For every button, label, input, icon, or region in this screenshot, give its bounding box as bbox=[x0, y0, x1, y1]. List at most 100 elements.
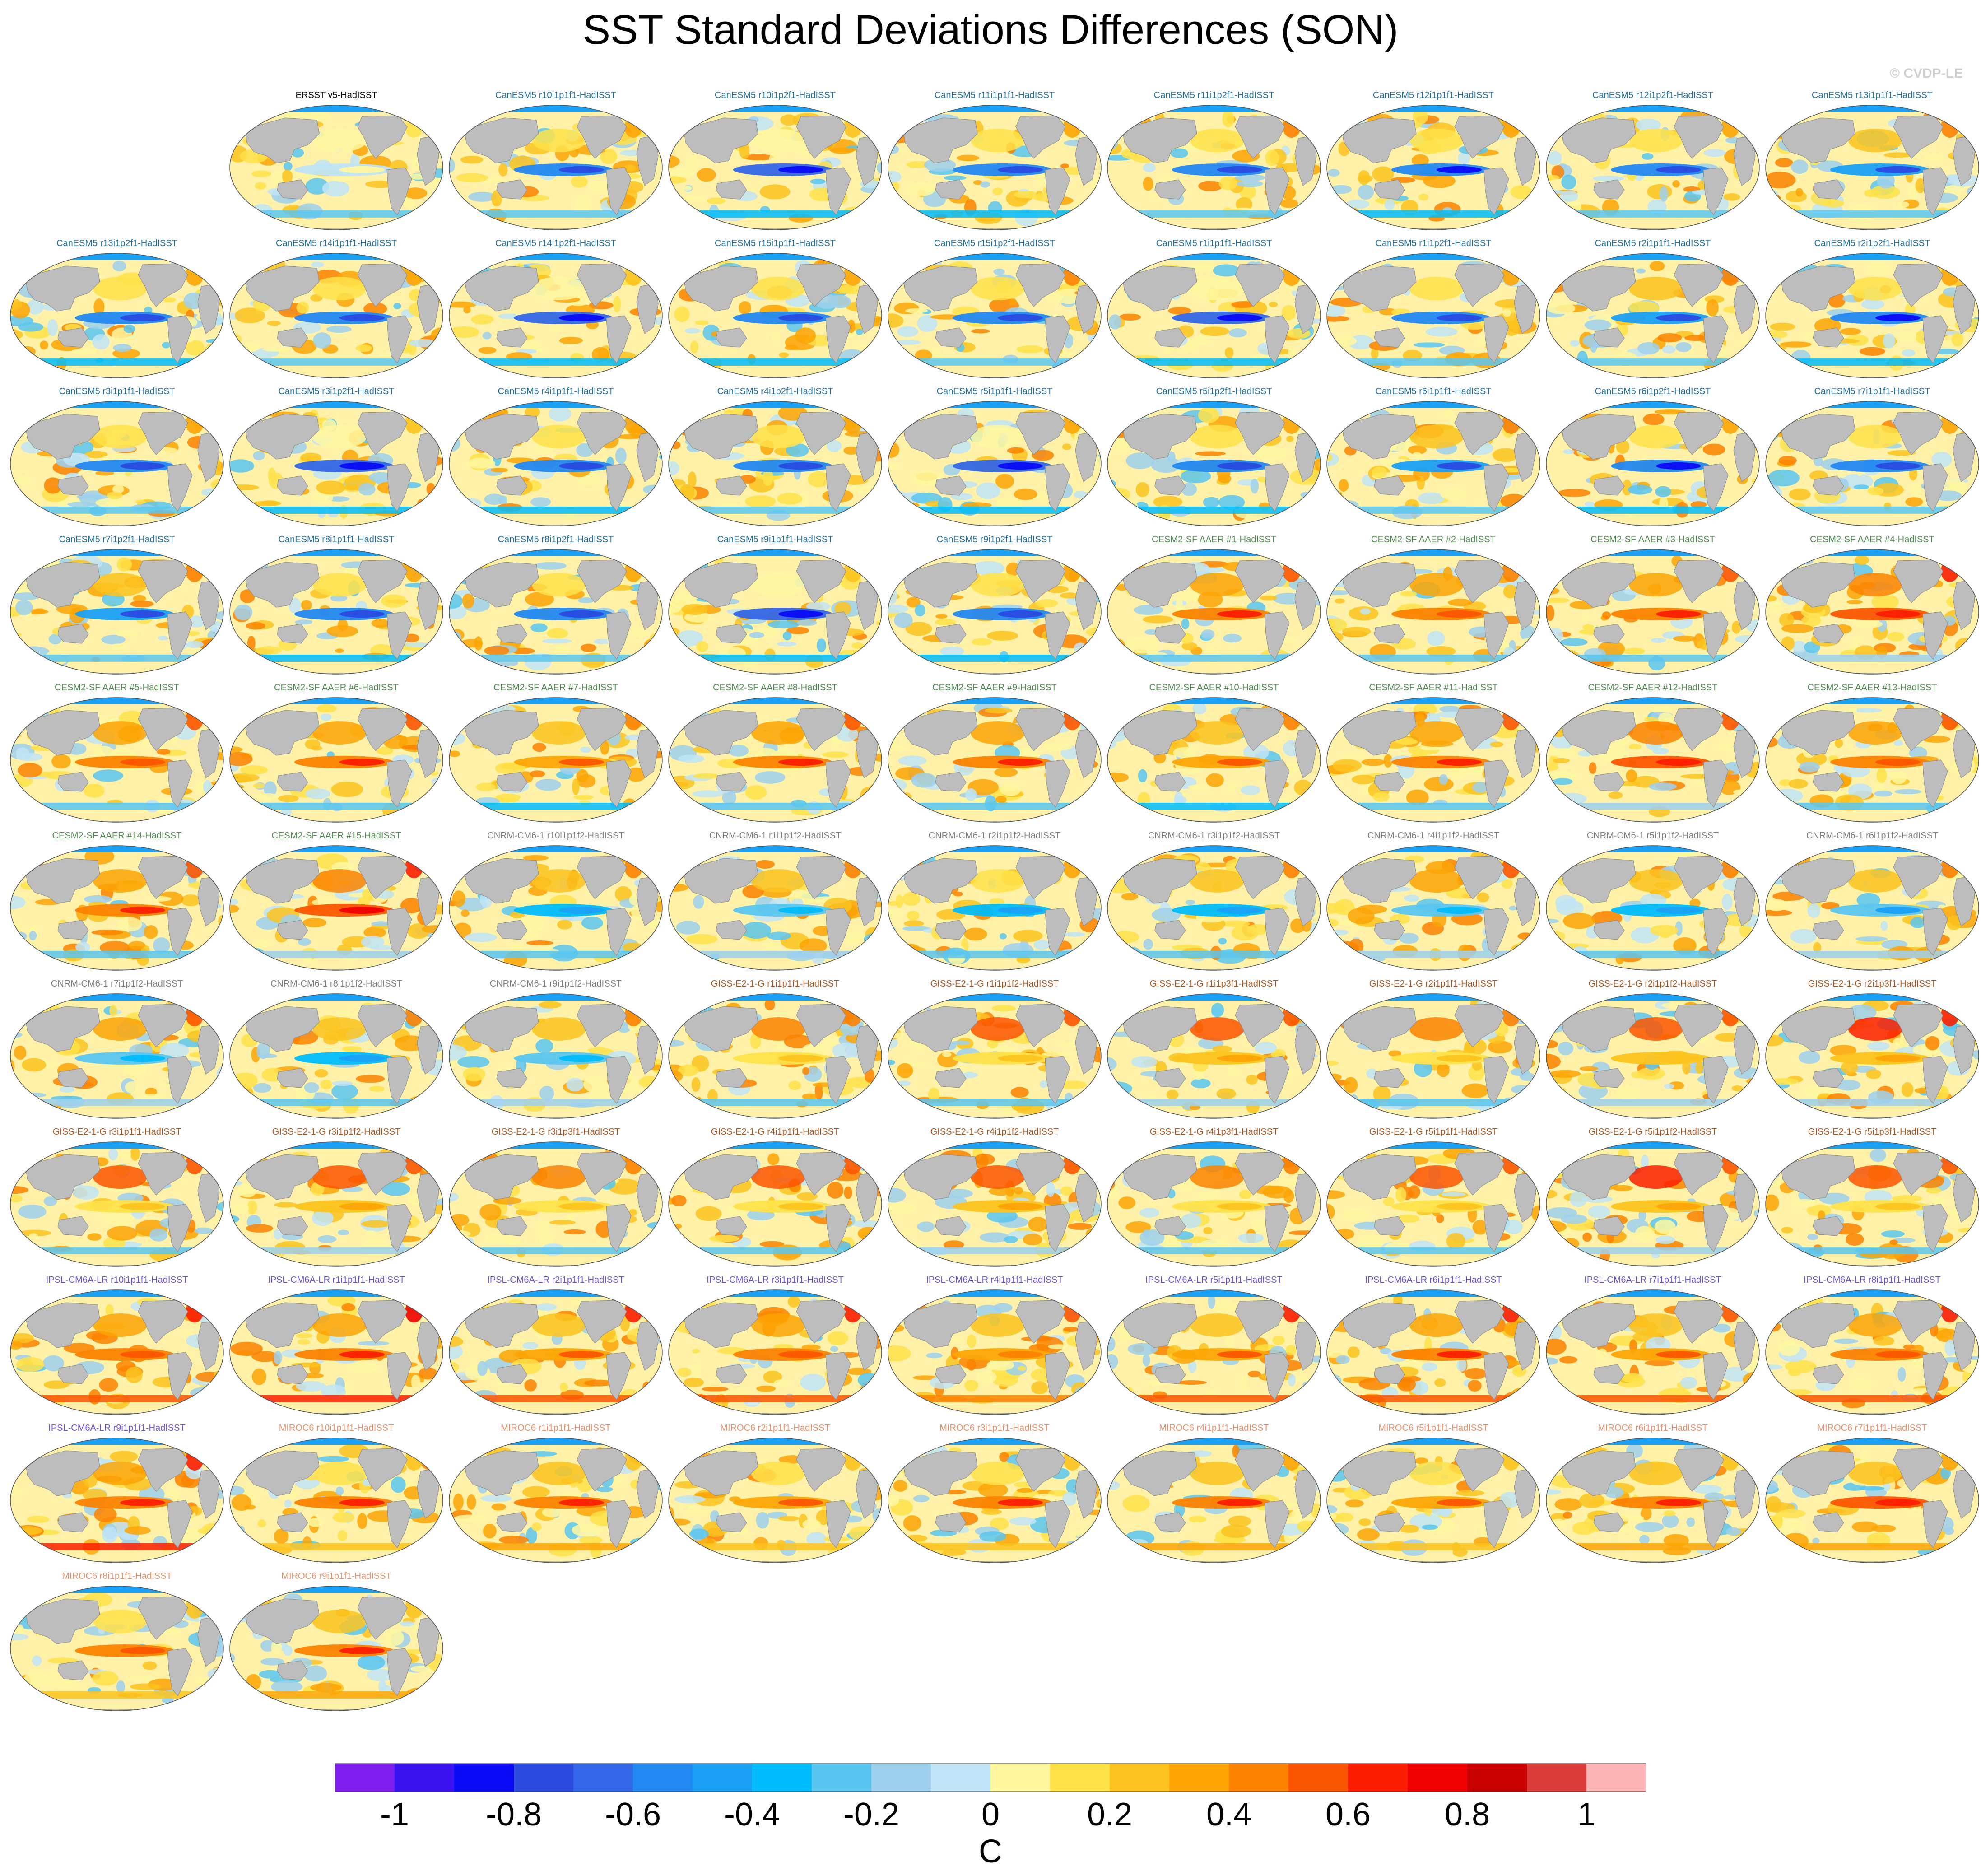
map-panel-plot bbox=[1326, 253, 1540, 378]
map-panel-title: IPSL-CM6A-LR r4i1p1f1-HadISST bbox=[926, 1275, 1063, 1285]
map-panel: CNRM-CM6-1 r1i1p1f2-HadISST bbox=[665, 831, 885, 975]
map-panel: GISS-E2-1-G r5i1p1f2-HadISST bbox=[1543, 1127, 1762, 1271]
map-panel: IPSL-CM6A-LR r4i1p1f1-HadISST bbox=[885, 1275, 1104, 1420]
map-panel-title: IPSL-CM6A-LR r7i1p1f1-HadISST bbox=[1584, 1275, 1721, 1285]
map-panel-plot bbox=[229, 401, 443, 526]
map-panel-plot bbox=[1107, 993, 1321, 1119]
map-panel-title: CanESM5 r5i1p1f1-HadISST bbox=[936, 386, 1053, 396]
map-panel-title: CanESM5 r12i1p2f1-HadISST bbox=[1592, 90, 1713, 100]
colorbar-swatch bbox=[693, 1764, 753, 1792]
map-panel: MIROC6 r2i1p1f1-HadISST bbox=[665, 1423, 885, 1568]
map-panel: CanESM5 r11i1p2f1-HadISST bbox=[1104, 90, 1324, 235]
map-panel: CESM2-SF AAER #7-HadISST bbox=[446, 683, 665, 827]
map-panel-title: GISS-E2-1-G r5i1p1f2-HadISST bbox=[1588, 1127, 1717, 1137]
map-panel-plot bbox=[1107, 1141, 1321, 1267]
map-panel-plot bbox=[229, 993, 443, 1119]
map-panel-plot bbox=[668, 845, 882, 971]
map-panel-title: CanESM5 r6i1p1f1-HadISST bbox=[1375, 386, 1492, 396]
map-panel-title: CanESM5 r11i1p1f1-HadISST bbox=[934, 90, 1055, 100]
map-panel: CESM2-SF AAER #15-HadISST bbox=[227, 831, 446, 975]
map-panel-plot bbox=[668, 993, 882, 1119]
map-panel-title: CESM2-SF AAER #13-HadISST bbox=[1807, 683, 1937, 693]
map-panel-plot bbox=[10, 1141, 224, 1267]
map-panel-title: CNRM-CM6-1 r3i1p1f2-HadISST bbox=[1148, 831, 1280, 841]
map-panel: GISS-E2-1-G r3i1p1f2-HadISST bbox=[227, 1127, 446, 1271]
map-panel-plot bbox=[449, 1438, 663, 1563]
map-panel-title: CESM2-SF AAER #14-HadISST bbox=[52, 831, 182, 841]
map-panel-plot bbox=[229, 845, 443, 971]
map-panel-title: GISS-E2-1-G r4i1p3f1-HadISST bbox=[1149, 1127, 1279, 1137]
map-panel: CanESM5 r13i1p2f1-HadISST bbox=[7, 238, 227, 383]
map-panel: CNRM-CM6-1 r6i1p1f2-HadISST bbox=[1762, 831, 1981, 975]
map-panel-title: CanESM5 r2i1p2f1-HadISST bbox=[1814, 238, 1930, 248]
map-panel-title: CanESM5 r1i1p2f1-HadISST bbox=[1375, 238, 1492, 248]
map-panel: CESM2-SF AAER #12-HadISST bbox=[1543, 683, 1762, 827]
map-panel: CESM2-SF AAER #11-HadISST bbox=[1324, 683, 1543, 827]
map-panel-plot bbox=[1765, 253, 1979, 378]
colorbar-swatch bbox=[1527, 1764, 1587, 1792]
map-panel-title: CNRM-CM6-1 r9i1p1f2-HadISST bbox=[489, 979, 622, 989]
map-panel: IPSL-CM6A-LR r5i1p1f1-HadISST bbox=[1104, 1275, 1324, 1420]
map-panel-plot bbox=[668, 549, 882, 675]
map-panel-title: MIROC6 r2i1p1f1-HadISST bbox=[720, 1423, 830, 1433]
map-panel-plot bbox=[1765, 549, 1979, 675]
map-panel-plot bbox=[1107, 401, 1321, 526]
map-panel-title: CanESM5 r13i1p1f1-HadISST bbox=[1812, 90, 1933, 100]
map-panel: CESM2-SF AAER #6-HadISST bbox=[227, 683, 446, 827]
map-panel-title: CanESM5 r9i1p1f1-HadISST bbox=[717, 535, 833, 545]
map-panel-plot bbox=[449, 549, 663, 675]
map-panel: CESM2-SF AAER #10-HadISST bbox=[1104, 683, 1324, 827]
map-panel: CanESM5 r13i1p1f1-HadISST bbox=[1762, 90, 1981, 235]
map-panel-title: CanESM5 r3i1p1f1-HadISST bbox=[59, 386, 175, 396]
map-panel-plot bbox=[10, 697, 224, 823]
map-panel: MIROC6 r7i1p1f1-HadISST bbox=[1762, 1423, 1981, 1568]
map-panel-title: CanESM5 r10i1p1f1-HadISST bbox=[495, 90, 616, 100]
map-panel-title: IPSL-CM6A-LR r6i1p1f1-HadISST bbox=[1365, 1275, 1502, 1285]
colorbar-tick-label: 0.4 bbox=[1206, 1797, 1252, 1833]
map-panel-plot bbox=[449, 845, 663, 971]
map-panel: CanESM5 r4i1p1f1-HadISST bbox=[446, 386, 665, 531]
map-panel-title: MIROC6 r7i1p1f1-HadISST bbox=[1817, 1423, 1927, 1433]
map-panel-title: CanESM5 r15i1p2f1-HadISST bbox=[934, 238, 1055, 248]
map-panel-plot bbox=[10, 549, 224, 675]
colorbar-swatch bbox=[1348, 1764, 1408, 1792]
map-panel-plot bbox=[1765, 105, 1979, 230]
map-panel-title: MIROC6 r10i1p1f1-HadISST bbox=[279, 1423, 394, 1433]
map-panel-plot bbox=[1546, 1438, 1760, 1563]
map-panel-title: CNRM-CM6-1 r2i1p1f2-HadISST bbox=[928, 831, 1061, 841]
map-panel-title: CanESM5 r12i1p1f1-HadISST bbox=[1373, 90, 1494, 100]
map-panel-title: CanESM5 r2i1p1f1-HadISST bbox=[1595, 238, 1711, 248]
map-panel-title: CanESM5 r4i1p2f1-HadISST bbox=[717, 386, 833, 396]
map-panel-plot bbox=[1546, 697, 1760, 823]
map-panel-title: CNRM-CM6-1 r8i1p1f2-HadISST bbox=[270, 979, 403, 989]
map-panel-title: IPSL-CM6A-LR r2i1p1f1-HadISST bbox=[487, 1275, 624, 1285]
map-panel: CanESM5 r14i1p1f1-HadISST bbox=[227, 238, 446, 383]
map-panel-plot bbox=[888, 549, 1102, 675]
map-panel-plot bbox=[1546, 1289, 1760, 1415]
map-panel-title: CNRM-CM6-1 r4i1p1f2-HadISST bbox=[1367, 831, 1500, 841]
map-panel-plot bbox=[1107, 1438, 1321, 1563]
map-panel-plot bbox=[1326, 1438, 1540, 1563]
map-panel-title: CESM2-SF AAER #6-HadISST bbox=[274, 683, 399, 693]
map-panel-title: CNRM-CM6-1 r6i1p1f2-HadISST bbox=[1806, 831, 1939, 841]
map-panel: GISS-E2-1-G r1i1p3f1-HadISST bbox=[1104, 979, 1324, 1123]
map-panel: CanESM5 r9i1p1f1-HadISST bbox=[665, 535, 885, 679]
map-panel-plot bbox=[229, 1289, 443, 1415]
map-panel: CanESM5 r8i1p2f1-HadISST bbox=[446, 535, 665, 679]
map-panel-plot bbox=[449, 253, 663, 378]
map-panel: CanESM5 r8i1p1f1-HadISST bbox=[227, 535, 446, 679]
map-panel-plot bbox=[1765, 845, 1979, 971]
map-panel-title: CanESM5 r14i1p2f1-HadISST bbox=[495, 238, 616, 248]
map-panel-plot bbox=[1546, 253, 1760, 378]
colorbar-swatch bbox=[990, 1764, 1051, 1792]
map-panel: GISS-E2-1-G r2i1p1f1-HadISST bbox=[1324, 979, 1543, 1123]
colorbar-swatch bbox=[1288, 1764, 1349, 1792]
colorbar-swatch bbox=[633, 1764, 693, 1792]
map-panel: CanESM5 r10i1p1f1-HadISST bbox=[446, 90, 665, 235]
colorbar-swatch bbox=[812, 1764, 872, 1792]
map-panel: CanESM5 r7i1p2f1-HadISST bbox=[7, 535, 227, 679]
map-panel: IPSL-CM6A-LR r7i1p1f1-HadISST bbox=[1543, 1275, 1762, 1420]
map-panel: CNRM-CM6-1 r4i1p1f2-HadISST bbox=[1324, 831, 1543, 975]
map-panel-plot bbox=[10, 401, 224, 526]
map-panel-title: GISS-E2-1-G r1i1p1f1-HadISST bbox=[711, 979, 840, 989]
